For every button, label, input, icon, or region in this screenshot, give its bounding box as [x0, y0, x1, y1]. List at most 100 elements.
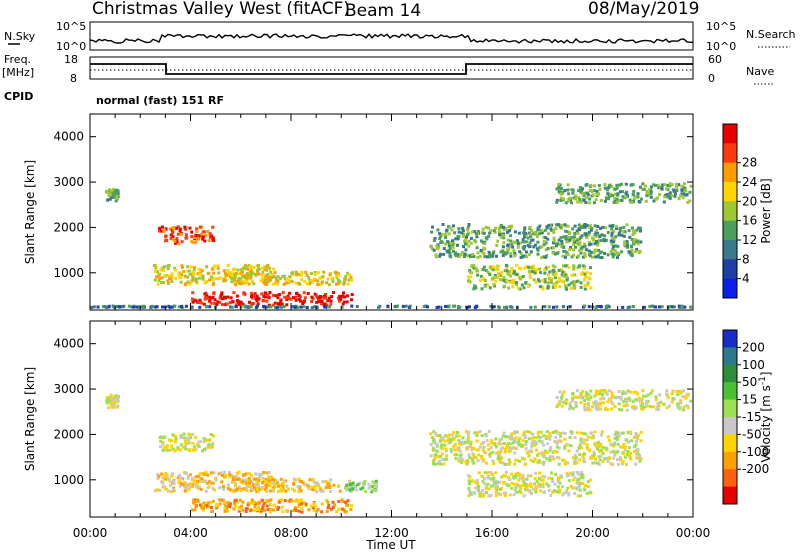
velocity-cell: [621, 460, 625, 464]
velocity-cell: [561, 485, 564, 488]
velocity-cell: [208, 446, 212, 450]
velocity-cell: [678, 407, 682, 411]
velocity-cell: [556, 476, 560, 480]
power-cell: [648, 304, 652, 308]
power-cell: [563, 189, 567, 192]
velocity-cell: [282, 479, 286, 483]
velocity-cell: [226, 504, 230, 508]
power-cell: [299, 273, 303, 277]
velocity-region-3: [191, 498, 354, 514]
velocity-cell: [500, 447, 504, 451]
velocity-cell: [537, 477, 541, 481]
velocity-cell: [638, 459, 642, 463]
power-cell: [264, 291, 268, 295]
velocity-cell: [522, 479, 526, 482]
power-cell: [174, 268, 178, 272]
power-cell: [609, 192, 613, 196]
velocity-cell: [601, 445, 605, 449]
power-cell: [689, 305, 693, 309]
power-cell: [463, 242, 467, 246]
velocity-cell: [193, 500, 197, 504]
power-cell: [171, 305, 174, 309]
velocity-cell: [640, 407, 643, 411]
velocity-cell: [632, 390, 636, 394]
velocity-cell: [313, 504, 317, 508]
velocity-cell: [221, 485, 225, 488]
velocity-cell: [499, 450, 503, 454]
power-cell: [169, 233, 173, 237]
velocity-cell: [505, 446, 509, 450]
power-cell: [583, 225, 587, 229]
velocity-cell: [329, 507, 333, 511]
power-cell: [180, 240, 184, 244]
velocity-cell: [573, 476, 577, 480]
velocity-cell: [583, 488, 587, 492]
velocity-cell: [604, 446, 608, 450]
power-cell: [539, 271, 543, 275]
power-cell: [578, 241, 582, 245]
velocity-colorbar-swatch: [723, 451, 737, 470]
power-cell: [568, 248, 572, 251]
velocity-cell: [467, 487, 471, 491]
velocity-cell: [567, 473, 571, 477]
power-cell: [256, 265, 260, 269]
velocity-cell: [582, 441, 586, 445]
power-cell: [468, 269, 472, 272]
velocity-cell: [580, 440, 584, 444]
velocity-cell: [541, 462, 545, 466]
velocity-cell: [573, 462, 577, 465]
velocity-cell: [481, 489, 485, 492]
velocity-cell: [315, 509, 319, 513]
velocity-cell: [434, 432, 438, 436]
power-cell: [553, 285, 557, 289]
velocity-cell: [562, 491, 566, 495]
velocity-cell: [226, 509, 230, 513]
velocity-cell: [625, 404, 629, 407]
velocity-cell: [187, 487, 191, 491]
power-cell: [438, 237, 442, 241]
velocity-cell: [537, 459, 541, 463]
velocity-cell: [511, 441, 515, 445]
power-cell: [237, 276, 241, 280]
velocity-cell: [434, 453, 438, 456]
power-cell: [139, 305, 143, 309]
power-cell: [579, 190, 583, 194]
velocity-cell: [526, 430, 530, 434]
power-cell: [127, 304, 131, 308]
power-cell: [211, 296, 215, 299]
power-cell: [537, 228, 541, 232]
velocity-cell: [486, 443, 490, 447]
power-cell: [559, 192, 563, 196]
power-cell: [583, 304, 587, 308]
power-cell: [587, 249, 591, 253]
velocity-cell: [199, 503, 202, 507]
power-cell: [135, 305, 139, 309]
velocity-cell: [543, 490, 546, 494]
velocity-cell: [603, 457, 607, 461]
power-cell: [208, 235, 212, 239]
power-cell: [613, 253, 617, 257]
power-cell: [142, 304, 146, 308]
velocity-cell: [490, 484, 494, 488]
velocity-cell: [467, 494, 471, 497]
power-cell: [486, 283, 490, 287]
velocity-colorbar-tick-label: -50: [742, 427, 762, 441]
velocity-cell: [630, 439, 634, 443]
velocity-cell: [583, 403, 587, 407]
velocity-cell: [480, 434, 484, 437]
velocity-cell: [534, 489, 538, 493]
power-cell: [162, 281, 166, 285]
power-cell: [261, 271, 265, 274]
velocity-cell: [252, 508, 256, 512]
beam-title: Beam 14: [345, 1, 421, 21]
velocity-cell: [543, 449, 547, 453]
power-cell: [336, 282, 339, 286]
velocity-cell: [565, 472, 569, 476]
velocity-cell: [541, 475, 545, 478]
power-cell: [302, 300, 306, 304]
velocity-cell: [115, 394, 119, 398]
velocity-cell: [530, 436, 534, 440]
velocity-cell: [579, 401, 583, 404]
velocity-cell: [583, 452, 586, 456]
velocity-cell: [364, 490, 368, 494]
